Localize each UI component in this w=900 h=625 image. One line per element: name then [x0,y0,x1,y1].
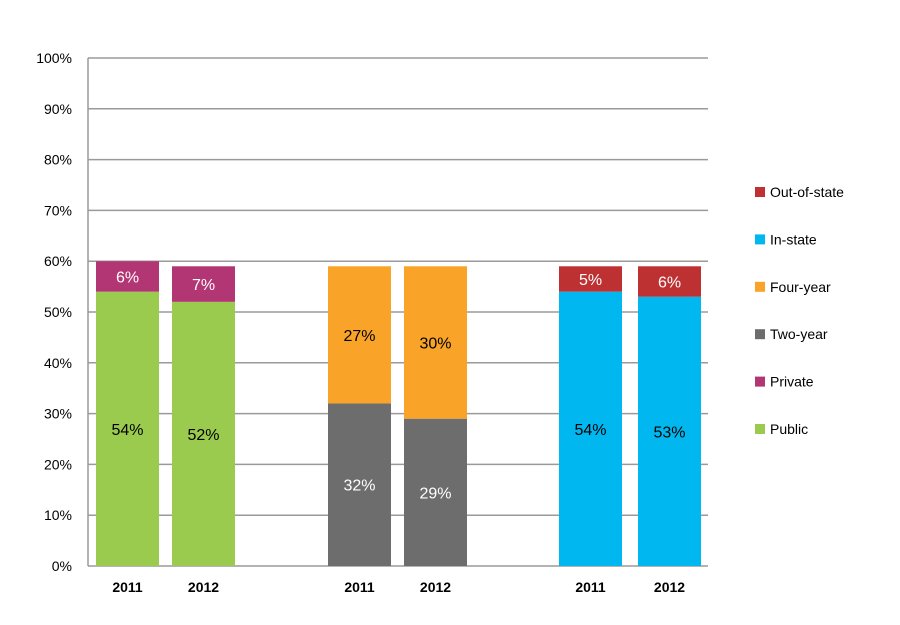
legend-swatch [755,187,765,197]
y-tick-label: 40% [44,355,72,371]
y-tick-label: 50% [44,304,72,320]
y-tick-label: 90% [44,101,72,117]
bar-segment [172,266,235,302]
data-label: 6% [116,269,139,286]
bar-segment [638,296,701,566]
bar-segment [96,261,159,292]
bar-segment [559,291,622,566]
y-tick-label: 30% [44,406,72,422]
x-tick-label: 2012 [420,579,451,595]
data-label: 54% [574,422,606,439]
legend-swatch [755,234,765,245]
y-tick-label: 0% [52,558,72,574]
x-tick-label: 2011 [344,579,375,595]
legend-label: Private [770,374,814,390]
data-label: 32% [343,478,375,495]
data-label: 5% [579,272,602,289]
x-tick-label: 2012 [188,579,219,595]
bar-segment [172,301,235,566]
y-tick-label: 80% [44,152,72,168]
bar-segment [404,266,467,419]
x-tick-label: 2011 [112,579,143,595]
x-tick-label: 2011 [575,579,606,595]
legend-swatch [755,376,765,387]
legend-swatch [755,329,765,340]
y-tick-label: 100% [36,50,72,66]
data-label: 54% [111,422,143,439]
bar-segment [328,266,391,404]
bar-segment [638,266,701,297]
legend-label: Two-year [770,326,828,342]
legend-label: In-state [770,231,817,247]
bar-segment [559,266,622,292]
y-tick-label: 70% [44,202,72,218]
legend-swatch [755,424,765,434]
y-tick-label: 20% [44,456,72,472]
y-tick-label: 60% [44,253,72,269]
x-tick-label: 2012 [654,579,685,595]
legend-label: Out-of-state [770,184,844,200]
bar-segment [404,418,467,566]
bar-segment [96,291,159,566]
legend-label: Four-year [770,279,831,295]
data-label: 30% [419,335,451,352]
legend-label: Public [770,421,808,437]
data-label: 53% [653,424,685,441]
data-label: 29% [419,485,451,502]
data-label: 7% [192,277,215,294]
bar-segment [328,403,391,566]
data-label: 27% [343,328,375,345]
data-label: 6% [658,275,681,292]
data-label: 52% [187,427,219,444]
y-tick-label: 10% [44,507,72,523]
legend-swatch [755,281,765,292]
